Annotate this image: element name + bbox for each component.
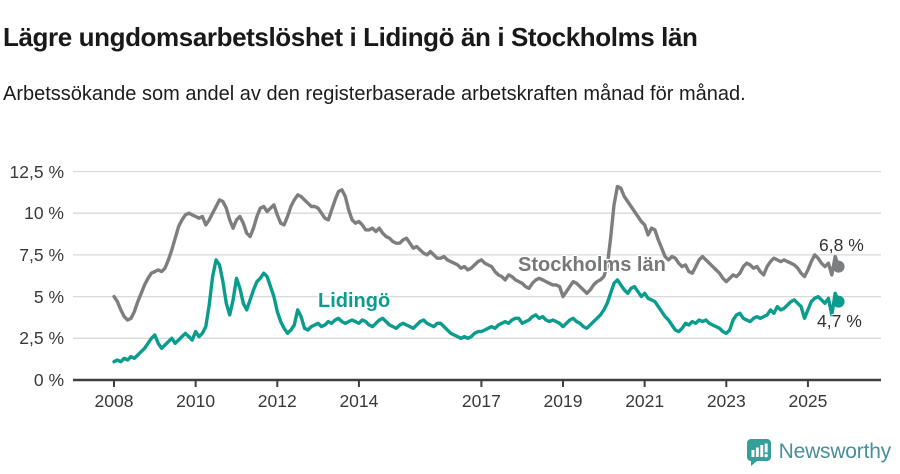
end-value-label-stockholms-lan: 6,8 % bbox=[819, 235, 864, 255]
x-axis-tick-label: 2012 bbox=[257, 391, 297, 411]
y-axis-tick-label: 2,5 % bbox=[19, 328, 64, 349]
x-axis-tick-label: 2025 bbox=[788, 391, 828, 411]
y-axis-tick-label: 0 % bbox=[33, 370, 64, 390]
end-dot-Lidingö bbox=[832, 295, 845, 308]
series-label-stockholms-lan: Stockholms län bbox=[518, 254, 666, 276]
newsworthy-logo: Newsworthy bbox=[746, 438, 891, 466]
newsworthy-logo-icon bbox=[746, 439, 771, 466]
x-axis-tick-label: 2010 bbox=[176, 391, 216, 411]
y-axis-tick-label: 12,5 % bbox=[9, 161, 64, 182]
x-axis-tick-label: 2008 bbox=[94, 391, 134, 411]
y-axis-tick-label: 10 % bbox=[24, 203, 64, 224]
end-value-label-lidingo: 4,7 % bbox=[817, 311, 862, 331]
x-axis-tick-label: 2019 bbox=[543, 391, 583, 411]
page-title: Lägre ungdomsarbetslöshet i Lidingö än i… bbox=[3, 22, 698, 53]
x-axis-tick-label: 2023 bbox=[706, 391, 746, 411]
y-axis-tick-label: 7,5 % bbox=[19, 244, 64, 265]
x-axis-tick-label: 2014 bbox=[339, 391, 379, 411]
series-label-lidingo: Lidingö bbox=[318, 290, 391, 312]
end-dot-Stockholms län bbox=[832, 260, 845, 273]
y-axis-tick-label: 5 % bbox=[33, 286, 64, 307]
line-Lidingö bbox=[112, 258, 841, 364]
line-Stockholms län bbox=[112, 184, 841, 322]
x-axis-tick-label: 2021 bbox=[625, 391, 665, 411]
newsworthy-logo-text: Newsworthy bbox=[778, 440, 892, 463]
chart-subtitle: Arbetssökande som andel av den registerb… bbox=[3, 83, 746, 105]
x-axis-tick-label: 2017 bbox=[461, 391, 501, 411]
